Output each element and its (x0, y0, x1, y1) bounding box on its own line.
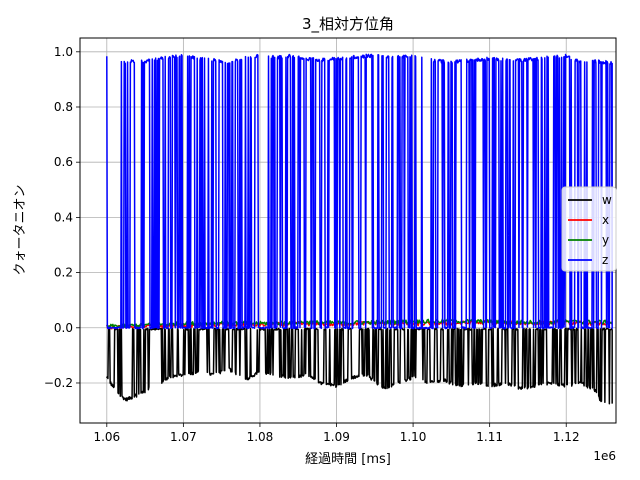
y-tick-label: 0.6 (54, 155, 73, 169)
y-tick-label: 1.0 (54, 45, 73, 59)
series-group (106, 53, 613, 405)
y-tick-label: 0.8 (54, 100, 73, 114)
y-tick-label: 0.4 (54, 210, 73, 224)
series-line-z (106, 53, 613, 330)
chart-title: 3_相対方位角 (302, 15, 394, 34)
legend-label-w: w (602, 193, 612, 207)
x-tick-label: 1.11 (476, 430, 503, 444)
y-tick-label: −0.2 (44, 376, 73, 390)
x-axis-title: 経過時間 [ms] (305, 452, 391, 467)
series-line-w (106, 327, 613, 405)
x-tick-label: 1.09 (323, 430, 350, 444)
x-tick-label: 1.07 (170, 430, 197, 444)
y-axis-title: クォータニオン (13, 184, 28, 275)
legend-frame (561, 186, 617, 272)
legend-label-x: x (602, 213, 609, 227)
y-tick-label: 0.2 (54, 266, 73, 280)
x-tick-label: 1.08 (247, 430, 274, 444)
ticks: 1.06 1.07 1.08 1.09 1.10 1.11 1.12 −0.2 0.0 0.2 0.… (44, 45, 580, 444)
x-offset-label: 1e6 (593, 449, 616, 463)
x-tick-label: 1.12 (553, 430, 580, 444)
x-tick-label: 1.10 (400, 430, 427, 444)
x-tick-label: 1.06 (93, 430, 120, 444)
legend-label-z: z (602, 253, 608, 267)
legend-label-y: y (602, 233, 609, 247)
y-tick-label: 0.0 (54, 321, 73, 335)
